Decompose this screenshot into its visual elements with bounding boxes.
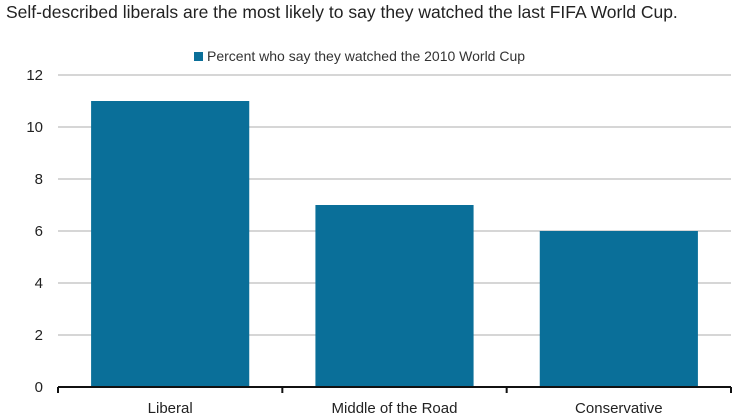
y-tick-label: 10	[26, 119, 43, 136]
chart-subtitle: Self-described liberals are the most lik…	[6, 2, 678, 22]
legend-swatch	[194, 51, 203, 61]
legend: Percent who say they watched the 2010 Wo…	[194, 48, 525, 64]
y-tick-label: 4	[35, 275, 43, 292]
bar-liberal	[91, 101, 250, 387]
y-tick-label: 0	[35, 379, 43, 396]
y-tick-label: 6	[35, 223, 43, 240]
bar-middle-of-the-road	[315, 205, 474, 387]
y-tick-label: 12	[26, 67, 43, 84]
x-category-label: Liberal	[148, 400, 193, 416]
bar-conservative	[539, 231, 698, 387]
legend-label: Percent who say they watched the 2010 Wo…	[207, 48, 526, 64]
x-category-label: Middle of the Road	[332, 400, 458, 416]
x-category-label: Conservative	[575, 400, 663, 416]
y-tick-label: 8	[35, 171, 43, 188]
y-tick-label: 2	[35, 327, 43, 344]
